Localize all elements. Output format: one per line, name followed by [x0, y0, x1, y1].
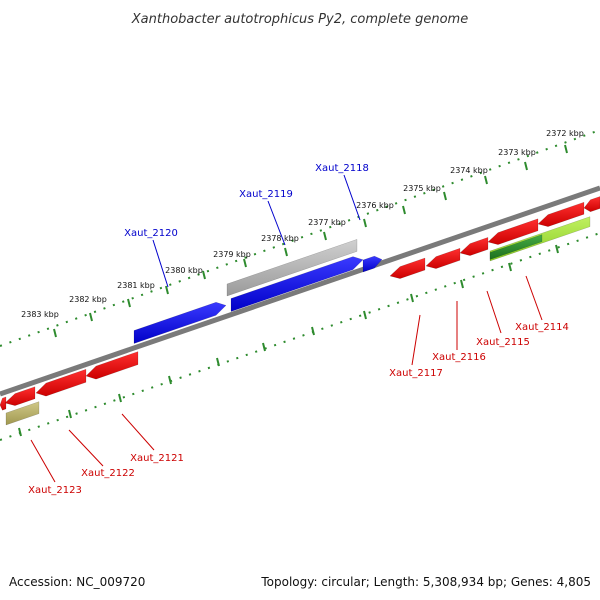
major-tick-reverse-3 — [168, 375, 172, 385]
gene-labels: Xaut_2120 Xaut_2119 Xaut_2118 Xaut_2123 Xaut… — [28, 163, 569, 496]
major-tick-reverse-5 — [262, 342, 266, 352]
gene-xaut-2117 — [389, 257, 426, 279]
tick-label-11: 2372 kbp — [546, 129, 584, 138]
reverse-gene-leader-1 — [68, 429, 104, 467]
major-tick-forward-8 — [363, 218, 367, 228]
olive-feature — [5, 401, 40, 426]
tick-label-2: 2381 kbp — [117, 281, 155, 290]
summary-text: Topology: circular; Length: 5,308,934 bp… — [260, 575, 591, 589]
major-tick-reverse-4 — [216, 357, 220, 367]
reverse-gene-leader-0 — [30, 439, 56, 483]
reverse-gene-label-6: Xaut_2114 — [515, 322, 569, 333]
gene-xaut-2115 — [459, 237, 489, 256]
major-tick-forward-7 — [323, 231, 327, 241]
major-tick-forward-6 — [284, 247, 288, 257]
reverse-gene-label-3: Xaut_2117 — [389, 368, 443, 379]
tick-labels: 2383 kbp 2382 kbp 2381 kbp 2380 kbp 2379 kbp… — [21, 129, 584, 319]
forward-gene-leader-1 — [267, 200, 286, 246]
tick-label-10: 2373 kbp — [498, 148, 536, 157]
reverse-gene-leader-2 — [121, 413, 155, 451]
gene-xaut-2122 — [35, 368, 87, 397]
gene-xaut-2114 — [487, 218, 539, 245]
major-tick-forward-0 — [53, 328, 57, 338]
major-tick-reverse-0 — [18, 427, 22, 437]
forward-gene-label-2: Xaut_2118 — [315, 163, 369, 174]
tick-label-0: 2383 kbp — [21, 310, 59, 319]
tick-label-5: 2378 kbp — [261, 234, 299, 243]
major-tick-forward-12 — [524, 161, 528, 171]
major-tick-forward-4 — [202, 270, 206, 280]
major-tick-reverse-10 — [508, 262, 512, 272]
tick-label-9: 2374 kbp — [450, 166, 488, 175]
gene-xaut-2116 — [425, 247, 461, 269]
major-tick-forward-11 — [484, 175, 488, 185]
major-tick-reverse-8 — [410, 293, 414, 303]
reverse-gene-label-4: Xaut_2116 — [432, 352, 486, 363]
major-tick-forward-5 — [243, 258, 247, 268]
major-tick-reverse-9 — [460, 279, 464, 289]
forward-gene-leader-2 — [343, 174, 361, 221]
major-tick-forward-9 — [402, 205, 406, 215]
forward-gene-leader-0 — [152, 239, 169, 288]
gene-right-2 — [583, 196, 600, 213]
reverse-gene-label-0: Xaut_2123 — [28, 485, 82, 496]
gene-xaut-2123 — [4, 386, 36, 406]
major-tick-reverse-6 — [311, 326, 315, 336]
accession-text: Accession: NC_009720 — [9, 575, 145, 589]
major-tick-forward-10 — [443, 191, 447, 201]
major-tick-reverse-1 — [68, 409, 72, 419]
major-tick-forward-1 — [89, 312, 93, 322]
gene-xaut-2119 — [230, 256, 364, 312]
label-leaders — [30, 174, 543, 483]
forward-gene-label-1: Xaut_2119 — [239, 189, 293, 200]
gene-features — [0, 196, 600, 426]
gray-feature — [226, 239, 358, 297]
major-tick-forward-13 — [564, 144, 568, 154]
tick-label-6: 2377 kbp — [308, 218, 346, 227]
tick-label-8: 2375 kbp — [403, 184, 441, 193]
reverse-gene-leader-5 — [486, 290, 502, 334]
tick-label-4: 2379 kbp — [213, 250, 251, 259]
major-ticks — [18, 144, 568, 437]
genome-backbone — [0, 185, 600, 397]
reverse-gene-leader-3 — [411, 314, 421, 366]
forward-gene-label-0: Xaut_2120 — [124, 228, 178, 239]
tick-label-7: 2376 kbp — [356, 201, 394, 210]
major-tick-forward-3 — [165, 285, 169, 295]
major-tick-reverse-11 — [555, 244, 559, 254]
reverse-gene-label-1: Xaut_2122 — [81, 468, 135, 479]
gene-xaut-2120 — [133, 302, 227, 344]
gene-fragment-left — [0, 396, 7, 411]
major-tick-reverse-2 — [118, 393, 122, 403]
major-tick-forward-2 — [127, 298, 131, 308]
major-tick-reverse-7 — [363, 310, 367, 320]
gene-xaut-2118 — [362, 255, 383, 273]
map-title: Xanthobacter autotrophicus Py2, complete… — [131, 12, 468, 27]
reverse-gene-leader-6 — [525, 275, 543, 321]
reverse-gene-label-2: Xaut_2121 — [130, 453, 184, 464]
forward-tick-track — [0, 129, 600, 347]
dark-green-feature — [489, 234, 543, 260]
tick-label-1: 2382 kbp — [69, 295, 107, 304]
tick-label-3: 2380 kbp — [165, 266, 203, 275]
gene-xaut-2121 — [85, 351, 139, 380]
gene-right-1 — [537, 201, 585, 227]
reverse-gene-label-5: Xaut_2115 — [476, 337, 530, 348]
